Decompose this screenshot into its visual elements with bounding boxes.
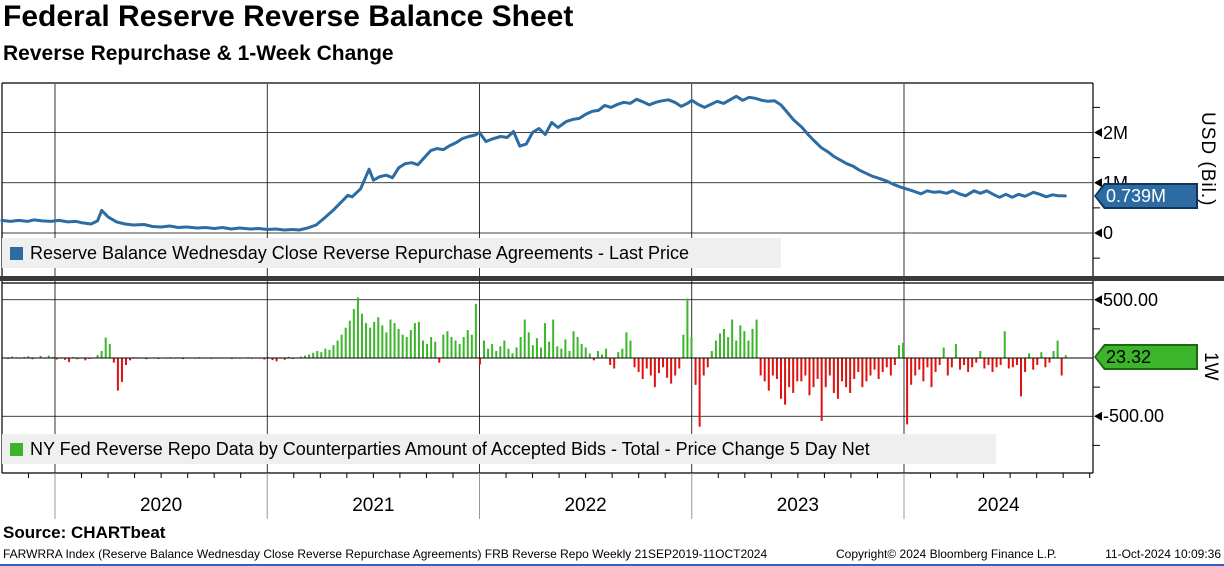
x-axis-year-label: 2020 (139, 495, 183, 516)
x-axis-year-label: 2021 (352, 495, 395, 516)
source-line: Source: CHARTbeat (3, 523, 166, 542)
x-axis-year-label: 2024 (977, 495, 1020, 516)
top-y-axis-title: USD (Bil.) (1197, 112, 1218, 207)
bottom-legend-label: NY Fed Reverse Repo Data by Counterparti… (30, 438, 870, 459)
bottom-y-axis-title: 1W (1200, 352, 1221, 381)
panel-separator (0, 276, 1224, 281)
bar-series-swatch-icon (10, 442, 23, 456)
footer-datetime: 11-Oct-2024 10:09:36 (1105, 547, 1221, 561)
bottom-window-edge (0, 564, 1224, 566)
footer-index-description: FARWRRA Index (Reserve Balance Wednesday… (3, 547, 768, 561)
top-panel-legend: Reserve Balance Wednesday Close Reverse … (2, 238, 781, 268)
page-title: Federal Reserve Reverse Balance Sheet (3, 0, 574, 33)
y-axis-tick-label: 2M (1103, 122, 1129, 143)
x-axis-year-label: 2023 (776, 495, 820, 516)
x-axis-year-label: 2022 (564, 495, 607, 516)
y-axis-tick-label: -500.00 (1103, 406, 1165, 427)
bottom-panel-legend: NY Fed Reverse Repo Data by Counterparti… (2, 434, 996, 464)
footer-copyright: Copyright© 2024 Bloomberg Finance L.P. (836, 547, 1057, 561)
footer: FARWRRA Index (Reserve Balance Wednesday… (0, 547, 1224, 562)
page-subtitle: Reverse Repurchase & 1-Week Change (3, 42, 394, 65)
top-legend-label: Reserve Balance Wednesday Close Reverse … (30, 242, 689, 263)
last-price-badge: 0.739M (1094, 183, 1198, 209)
y-axis-tick-label: 0 (1103, 223, 1114, 243)
weekly-change-badge: 23.32 (1094, 344, 1198, 370)
last-price-value: 0.739M (1106, 185, 1167, 206)
line-series-swatch-icon (10, 246, 23, 260)
weekly-change-value: 23.32 (1106, 346, 1152, 367)
y-axis-tick-label: 500.00 (1103, 289, 1159, 310)
